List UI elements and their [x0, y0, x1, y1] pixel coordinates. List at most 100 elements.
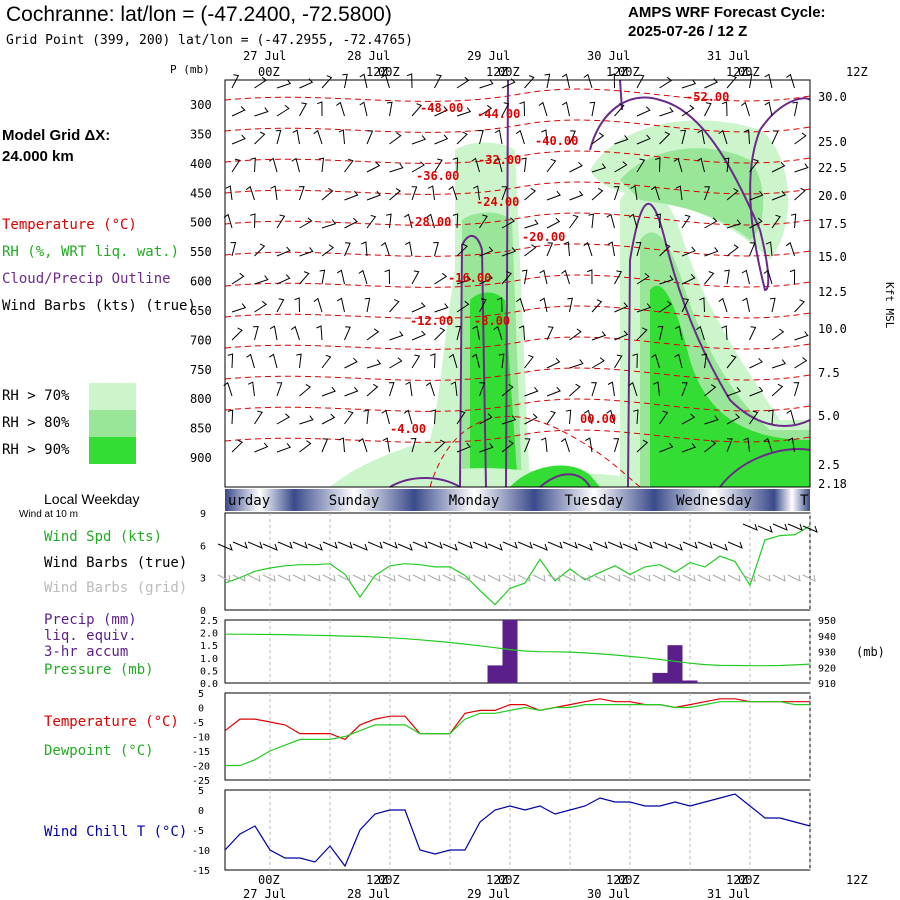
- wind-barb-305: [653, 381, 660, 397]
- top-time-tick: 00Z: [258, 65, 280, 79]
- wind-barb-320: [403, 409, 413, 425]
- wind-barb-98: [673, 157, 683, 173]
- pressure-tick-label: 900: [190, 451, 212, 465]
- wind-barb-180: [765, 241, 773, 257]
- pressure-tick-label: 930: [818, 648, 836, 659]
- wind-barb-300: [546, 386, 561, 397]
- temperature-contour-3: [224, 181, 811, 195]
- wind-barb-342: [321, 438, 329, 453]
- grid-wind-barb: [517, 574, 531, 582]
- wind-barb-154: [771, 214, 781, 229]
- bottom-time-tick: 12Z: [726, 873, 748, 887]
- windchill-tick-label: -5: [192, 826, 204, 837]
- temperature-label: -16.00: [448, 271, 491, 285]
- wind-barb-275: [569, 359, 584, 369]
- grid-wind-barb: [772, 574, 786, 582]
- wind-barb-170: [546, 242, 554, 257]
- surface-wind-barb: [547, 541, 563, 549]
- wind-barb-347: [434, 439, 446, 453]
- surface-wind-barb: [367, 541, 383, 549]
- top-date-label: 29 Jul: [467, 49, 510, 63]
- wind-barb-242: [411, 330, 426, 341]
- wind-10m-label: Wind at 10 m: [19, 509, 78, 520]
- wind-barb-47: [704, 102, 712, 117]
- model-grid-label: Model Grid ΔX:: [2, 127, 111, 144]
- bottom-date-label: 30 Jul: [587, 887, 630, 900]
- cross-section-panel: -48.00 -44.00 -40.00 -52.00 -36.00 -32.00 -28.…: [170, 63, 896, 491]
- wind-barb-155: [790, 213, 797, 229]
- wind-tick-label: 9: [200, 509, 206, 520]
- weekday-cell: [225, 489, 294, 511]
- grid-wind-barb: [397, 574, 411, 582]
- kft-tick-label: 2.5: [818, 458, 840, 472]
- weekday-band: urday Sunday Monday Tuesday Wednesday T: [225, 489, 810, 511]
- temperature-contour-6: [224, 274, 811, 288]
- wind-barb-109: [344, 190, 359, 201]
- grid-wind-barb: [307, 574, 321, 582]
- cloud-outline-0: [459, 235, 487, 488]
- grid-wind-barb: [442, 574, 456, 582]
- cloud-outline-2: [627, 202, 811, 488]
- wind-barb-248: [546, 326, 554, 341]
- wind-barb-177: [704, 247, 719, 257]
- kft-tick-label: 30.0: [818, 90, 847, 104]
- surface-wind-barb: [262, 543, 278, 551]
- wind-barb-108: [321, 187, 334, 201]
- temperature-label: -24.00: [476, 195, 519, 209]
- bottom-date-label: 27 Jul: [243, 887, 286, 900]
- wind-barb-363: [787, 437, 795, 453]
- wind-barb-72: [680, 129, 687, 145]
- top-date-label: 28 Jul: [347, 49, 390, 63]
- wind-barb-101: [749, 158, 759, 173]
- pressure-tick-label: 350: [190, 127, 212, 141]
- temperature-contour-zero: [429, 415, 641, 488]
- wind-barb-76: [771, 130, 779, 145]
- wind-barb-43: [614, 103, 625, 117]
- surface-wind-barb: [787, 523, 803, 531]
- top-date-label: 31 Jul: [707, 49, 750, 63]
- grid-wind-barb: [757, 574, 771, 582]
- wind-barb-5: [342, 73, 348, 89]
- wind-barb-24: [764, 73, 773, 89]
- wind-barb-75: [743, 129, 750, 145]
- kft-tick-label: 15.0: [818, 250, 847, 264]
- wind-barb-49: [741, 101, 750, 117]
- wind-barb-178: [726, 244, 739, 257]
- pressure-tick-label: 450: [190, 186, 212, 200]
- surface-wind-barb: [592, 541, 608, 549]
- wind-barb-253: [657, 325, 664, 341]
- wind-barb-83: [344, 158, 354, 173]
- legend-dewpoint: Dewpoint (°C): [44, 743, 154, 759]
- wind-barb-207: [789, 269, 796, 285]
- wind-barb-82: [318, 157, 325, 173]
- wind-barb-131: [250, 213, 256, 229]
- wind-barb-95: [614, 161, 628, 173]
- wind-barb-268: [411, 354, 421, 369]
- wind-barb-216: [411, 302, 426, 313]
- wind-barb-124: [675, 185, 683, 201]
- kft-tick-label: 2.18: [818, 477, 847, 491]
- surface-wind-barb: [757, 525, 773, 533]
- wind-barb-283: [749, 357, 763, 369]
- wind-barb-358: [681, 442, 697, 453]
- windchill-tick-label: -15: [192, 866, 210, 877]
- surface-wind-barb: [652, 541, 668, 549]
- surface-wind-barb: [742, 523, 758, 531]
- temperature-contour-2: [224, 150, 811, 164]
- legend-temp-series: Temperature (°C): [44, 714, 179, 730]
- grid-wind-barb: [742, 574, 756, 582]
- wind-barb-338: [231, 439, 243, 453]
- wind-barb-189: [384, 269, 390, 285]
- wind-barb-135: [344, 217, 358, 229]
- wind-barb-289: [299, 383, 312, 397]
- wind-barb-315: [299, 415, 314, 425]
- wind-barb-139: [426, 213, 435, 229]
- wind-barb-157: [254, 243, 266, 257]
- grid-wind-barb: [622, 574, 636, 582]
- wind-barb-223: [567, 297, 573, 313]
- wind-barb-116: [501, 186, 508, 201]
- wind-barb-278: [632, 353, 638, 369]
- wind-barb-264: [321, 354, 332, 369]
